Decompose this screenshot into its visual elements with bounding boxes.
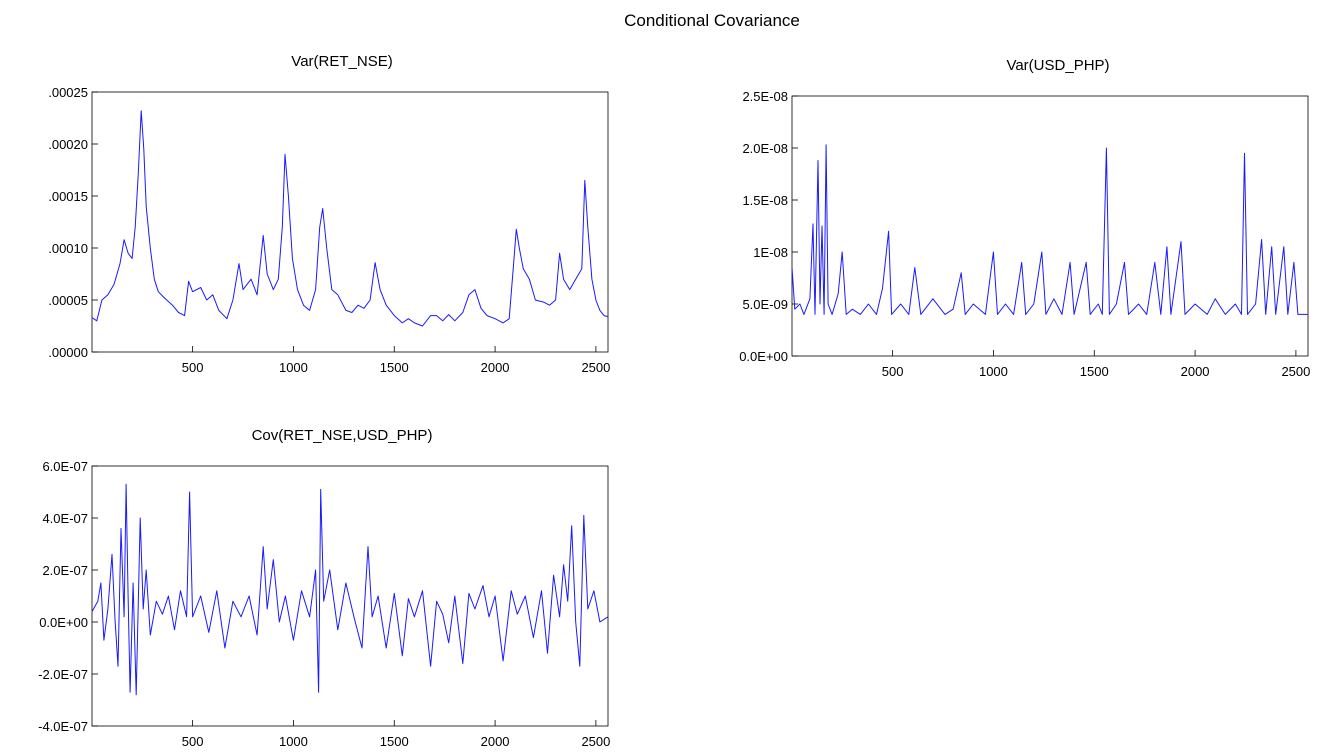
series-line bbox=[91, 483, 609, 696]
x-tick-label: 1000 bbox=[279, 734, 308, 749]
x-tick-label: 1000 bbox=[279, 360, 308, 375]
y-tick-label: 5.0E-09 bbox=[742, 297, 788, 312]
y-tick-label: .00005 bbox=[48, 293, 88, 308]
y-tick-label: 2.0E-08 bbox=[742, 141, 788, 156]
chart-panel-cov-ret-nse-usd-php: Cov(RET_NSE,USD_PHP) -4.0E-07 -2.0E-07 0.0… bbox=[38, 427, 610, 749]
x-tick-label: 1500 bbox=[1080, 364, 1109, 379]
y-tick-label: 0.0E+00 bbox=[39, 615, 88, 630]
y-tick-label: 6.0E-07 bbox=[42, 459, 88, 474]
y-tick-label: 1E-08 bbox=[753, 245, 788, 260]
y-tick-label: 0.0E+00 bbox=[739, 349, 788, 364]
y-tick-label: -2.0E-07 bbox=[38, 667, 88, 682]
chart-title: Cov(RET_NSE,USD_PHP) bbox=[252, 427, 433, 444]
x-tick-label: 2500 bbox=[1281, 364, 1310, 379]
y-tick-label: .00025 bbox=[48, 85, 88, 100]
x-tick-label: 2500 bbox=[581, 360, 610, 375]
x-tick-label: 2000 bbox=[481, 360, 510, 375]
y-tick-label: 4.0E-07 bbox=[42, 511, 88, 526]
series-line bbox=[791, 144, 1308, 315]
plot-frame bbox=[791, 95, 1309, 357]
x-tick-label: 500 bbox=[182, 360, 204, 375]
chart-title: Var(USD_PHP) bbox=[1006, 57, 1109, 74]
x-tick-label: 1500 bbox=[380, 360, 409, 375]
y-tick-label: 2.5E-08 bbox=[742, 89, 788, 104]
y-tick-label: .00015 bbox=[48, 189, 88, 204]
chart-title: Var(RET_NSE) bbox=[291, 53, 392, 70]
y-tick-label: .00000 bbox=[48, 345, 88, 360]
x-tick-label: 500 bbox=[182, 734, 204, 749]
x-tick-label: 2500 bbox=[581, 734, 610, 749]
page-title: Conditional Covariance bbox=[624, 11, 800, 30]
chart-panel-var-usd-php: Var(USD_PHP) 0.0E+00 5.0E-09 1E-08 1.5E-08 2… bbox=[739, 57, 1310, 379]
y-tick-label: 1.5E-08 bbox=[742, 193, 788, 208]
x-tick-label: 500 bbox=[882, 364, 904, 379]
x-tick-label: 1500 bbox=[380, 734, 409, 749]
y-tick-label: .00010 bbox=[48, 241, 88, 256]
y-tick-label: .00020 bbox=[48, 137, 88, 152]
x-tick-label: 2000 bbox=[1181, 364, 1210, 379]
x-tick-label: 2000 bbox=[481, 734, 510, 749]
plot-frame bbox=[91, 465, 609, 727]
series-line bbox=[91, 110, 609, 327]
y-tick-label: 2.0E-07 bbox=[42, 563, 88, 578]
plot-frame bbox=[91, 91, 609, 353]
y-tick-label: -4.0E-07 bbox=[38, 719, 88, 734]
x-tick-label: 1000 bbox=[979, 364, 1008, 379]
chart-panel-var-ret-nse: Var(RET_NSE) .00000 .00005 .00010 .00015 .00… bbox=[48, 53, 610, 375]
